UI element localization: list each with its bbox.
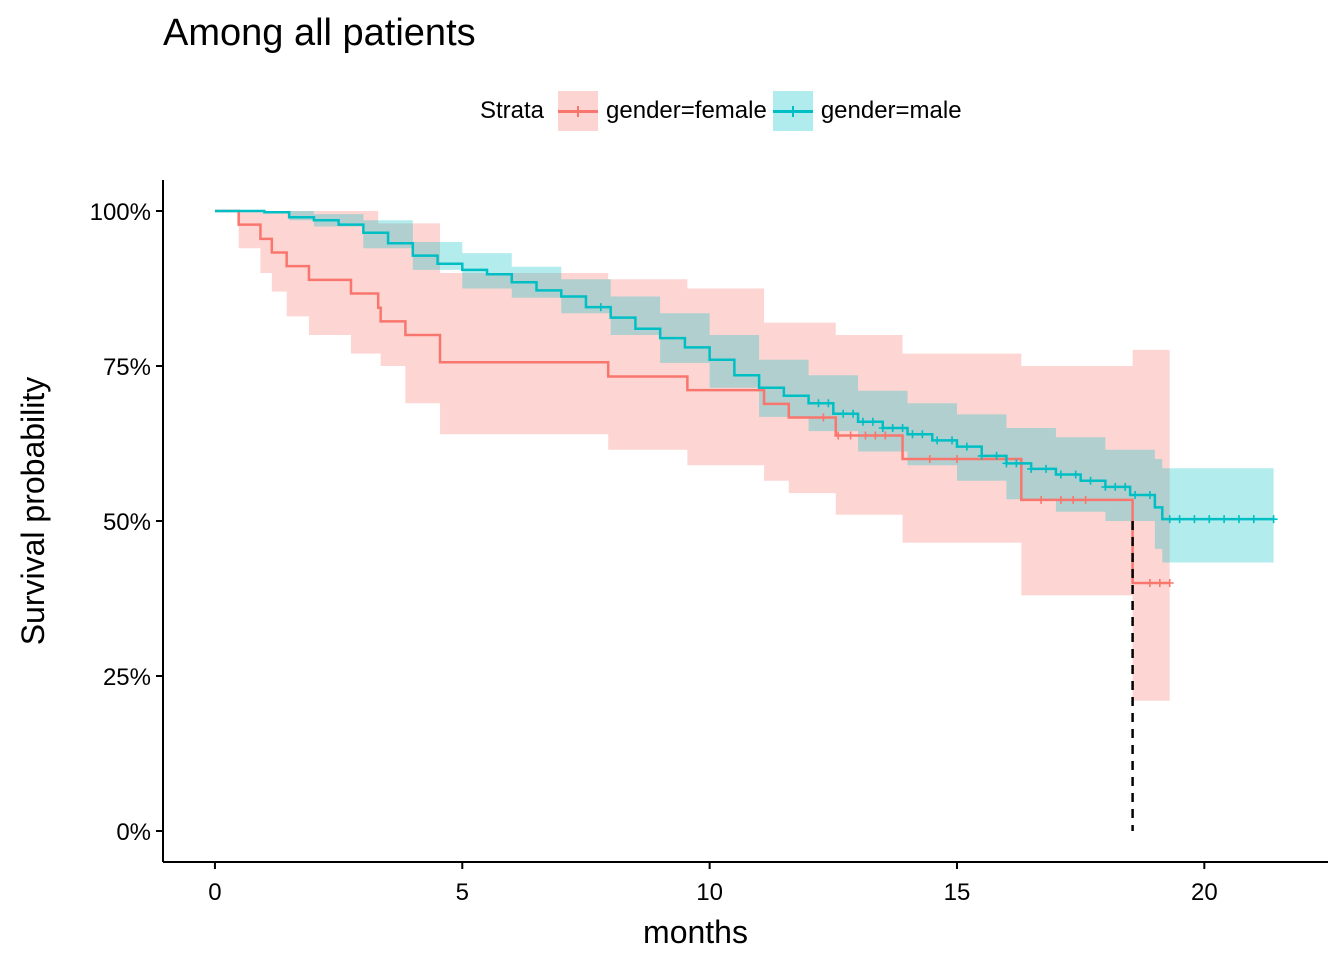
censor-mark-male xyxy=(1086,476,1095,485)
censor-mark-male xyxy=(1269,515,1278,524)
x-tick-label: 15 xyxy=(944,879,971,906)
legend-item-male: gender=male xyxy=(772,91,962,131)
legend-key-male xyxy=(772,91,813,131)
censor-mark-male xyxy=(1145,490,1154,499)
censor-mark-male xyxy=(992,451,1001,460)
survival-curve-male xyxy=(214,209,1274,521)
censor-mark-female xyxy=(834,431,843,440)
censor-mark-male xyxy=(1121,482,1130,491)
censor-mark-male xyxy=(1111,482,1120,491)
censor-mark-male xyxy=(1012,459,1021,468)
y-tick-label: 75% xyxy=(103,354,151,381)
censor-mark-female xyxy=(1145,579,1154,587)
censor-mark-male xyxy=(878,424,887,432)
legend-title: Strata xyxy=(480,97,545,124)
censor-mark-female xyxy=(1155,579,1164,587)
censor-mark-male xyxy=(1165,515,1174,524)
legend-key-female xyxy=(558,91,599,131)
censor-mark-male xyxy=(962,442,971,451)
censor-mark-male xyxy=(908,430,917,439)
censor-mark-female xyxy=(846,431,855,440)
censor-mark-male xyxy=(1220,515,1229,524)
y-tick-label: 100% xyxy=(90,199,151,226)
censor-mark-male xyxy=(849,409,858,418)
censor-mark-male xyxy=(977,451,986,460)
x-tick-label: 5 xyxy=(456,879,469,906)
survival-curve-female xyxy=(214,209,1170,585)
censor-mark-female xyxy=(1069,495,1078,504)
censor-mark-male xyxy=(596,303,605,312)
y-tick-label: 50% xyxy=(103,509,151,536)
legend-item-female: gender=female xyxy=(558,91,767,131)
x-tick-label: 0 xyxy=(208,879,221,906)
censor-mark-female xyxy=(952,455,961,463)
censor-mark-male xyxy=(1101,482,1110,491)
censor-mark-male xyxy=(888,424,897,432)
censor-mark-male xyxy=(1190,515,1199,524)
y-axis-label: Survival probability xyxy=(15,377,51,646)
y-tick-label: 25% xyxy=(103,664,151,691)
y-tick-label: 0% xyxy=(116,819,151,846)
censor-mark-female xyxy=(1037,495,1046,504)
censor-mark-female xyxy=(881,431,890,440)
censor-mark-female xyxy=(819,413,828,422)
censor-mark-female xyxy=(925,455,934,463)
censor-mark-male xyxy=(814,399,823,408)
censor-mark-male xyxy=(858,417,867,426)
censor-mark-female xyxy=(1081,495,1090,504)
legend-label-male: gender=male xyxy=(820,97,962,124)
censor-mark-male xyxy=(868,417,877,426)
censor-mark-female xyxy=(1165,579,1174,587)
censor-mark-male xyxy=(933,436,942,445)
censor-mark-female xyxy=(871,431,880,440)
censor-mark-male xyxy=(1205,515,1214,524)
censor-mark-male xyxy=(1027,464,1036,473)
ci-band-female xyxy=(214,211,1170,701)
x-tick-label: 20 xyxy=(1191,879,1218,906)
legend-label-female: gender=female xyxy=(606,97,767,124)
censor-mark-male xyxy=(1071,470,1080,479)
censor-mark-male xyxy=(1002,459,1011,468)
censor-mark-male xyxy=(839,409,848,418)
ci-band-male xyxy=(214,211,1274,563)
x-tick-label: 10 xyxy=(696,879,723,906)
censor-mark-male xyxy=(1234,515,1243,524)
censor-mark-male xyxy=(824,399,833,408)
legend: Strata gender=female gender=male xyxy=(480,88,968,134)
censor-mark-female xyxy=(861,431,870,440)
x-axis-label: months xyxy=(643,914,748,950)
censor-mark-male xyxy=(1175,515,1184,524)
chart-title: Among all patients xyxy=(163,12,476,54)
censor-mark-male xyxy=(898,424,907,432)
censor-mark-male xyxy=(948,436,957,445)
censor-mark-male xyxy=(1056,470,1065,479)
censor-mark-male xyxy=(918,430,927,439)
censor-mark-female xyxy=(1056,495,1065,504)
censor-mark-male xyxy=(1131,490,1140,499)
censor-mark-male xyxy=(1042,464,1051,473)
censor-mark-male xyxy=(1249,515,1258,524)
